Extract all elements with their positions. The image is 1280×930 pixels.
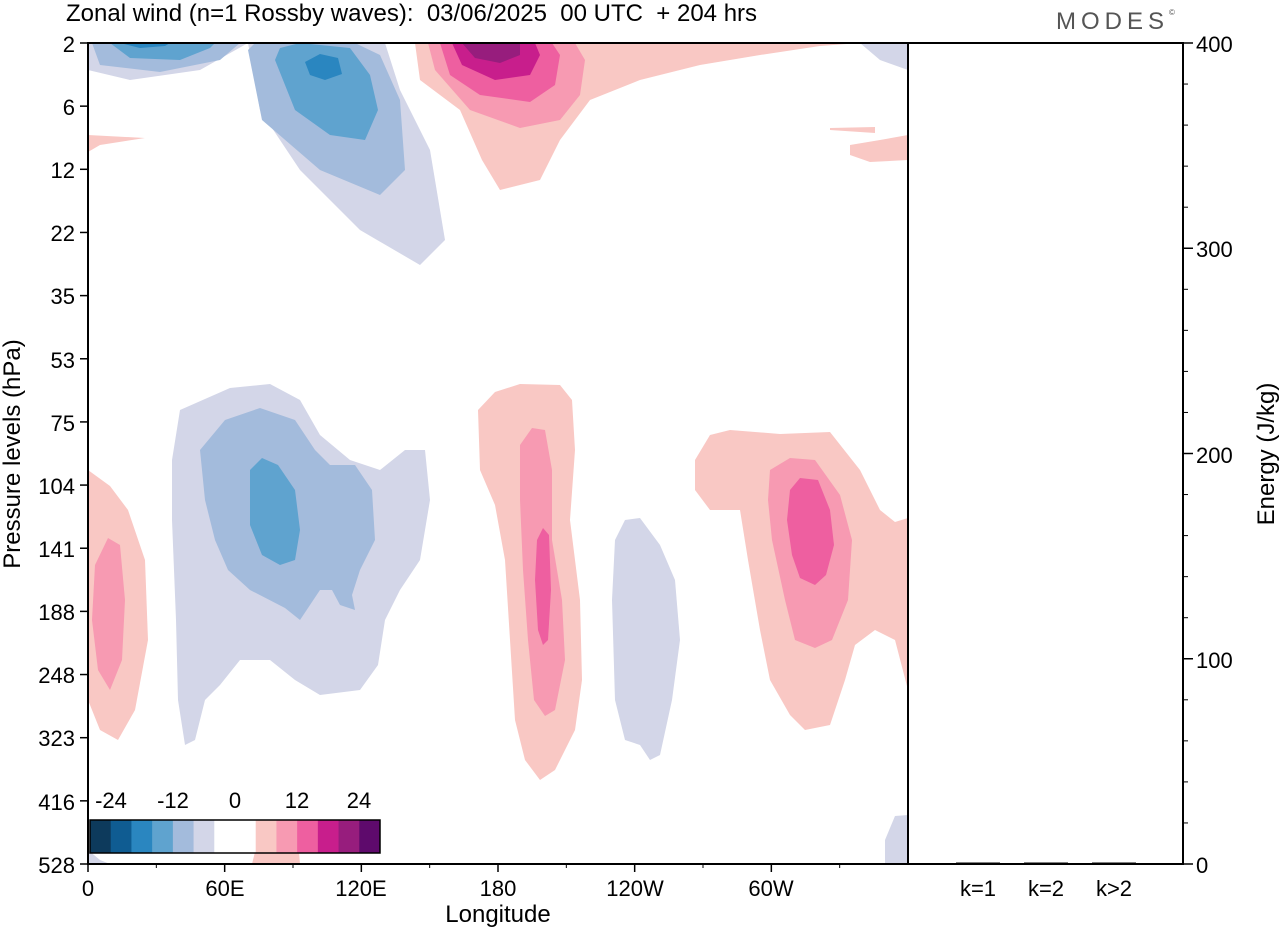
y-tick-label-6: 6 [63, 95, 75, 120]
y-axis-pressure: 2 6 12 22 35 53 75 104 141 188 248 323 4… [0, 32, 75, 878]
energy-tick-label-300: 300 [1196, 237, 1233, 262]
y-tick-label-75: 75 [51, 411, 75, 436]
energy-tick-label-400: 400 [1196, 32, 1233, 57]
y-tick-label-188: 188 [38, 600, 75, 625]
colorbar-swatch-12 [338, 820, 360, 853]
colorbar-swatch-5 [193, 820, 215, 853]
contour-neg-top-right [860, 43, 908, 70]
energy-axis-ticks [1183, 42, 1193, 865]
colorbar-swatch-4 [172, 820, 195, 853]
energy-tick-label-0: 0 [1196, 853, 1208, 878]
energy-bars [956, 862, 1136, 864]
y-tick-label-53: 53 [51, 348, 75, 373]
chart-title: Zonal wind (n=1 Rossby waves): 03/06/202… [66, 0, 758, 27]
energy-category-labels: k=1 k=2 k>2 [960, 876, 1132, 901]
y-axis-energy: 0 100 200 300 400 Energy (J/kg) [1183, 32, 1280, 878]
colorbar-label-neg24: -24 [95, 788, 127, 813]
brand-text: MODES [1056, 8, 1170, 35]
colorbar-swatch-3 [152, 820, 174, 853]
y-axis-title: Pressure levels (hPa) [0, 339, 26, 568]
contour-neg-top-4 [120, 43, 342, 80]
colorbar-label-pos12: 12 [285, 788, 309, 813]
contour-neg-bottom-left [88, 850, 110, 864]
x-tick-label-60e: 60E [205, 876, 244, 901]
contour-neg-bottom-right [885, 815, 908, 864]
y-tick-label-248: 248 [38, 663, 75, 688]
colorbar-swatch-6 [214, 820, 236, 853]
energy-axis-title: Energy (J/kg) [1253, 383, 1280, 526]
modes-logo: MODES© [1056, 8, 1175, 35]
contour-field [88, 43, 908, 864]
contour-neg-top-3 [110, 43, 378, 140]
y-tick-label-22: 22 [51, 221, 75, 246]
colorbar-swatch-9 [276, 820, 298, 853]
contour-neg-mid-3 [250, 458, 300, 565]
y-tick-label-323: 323 [38, 726, 75, 751]
colorbar-label-zero: 0 [229, 788, 241, 813]
contour-pos-top-5 [462, 43, 520, 63]
energy-bar-1 [956, 862, 1000, 864]
x-axis-ticks [80, 42, 841, 872]
energy-tick-label-200: 200 [1196, 443, 1233, 468]
colorbar-swatch-1 [110, 820, 132, 853]
colorbar-swatch-0 [90, 820, 112, 853]
y-tick-label-528: 528 [38, 853, 75, 878]
energy-category-k3: k>2 [1096, 876, 1132, 901]
energy-tick-label-100: 100 [1196, 648, 1233, 673]
y-tick-label-35: 35 [51, 284, 75, 309]
energy-bar-2 [1024, 862, 1068, 864]
y-tick-label-104: 104 [38, 474, 75, 499]
contour-pos-60w-3 [787, 478, 834, 585]
x-axis-longitude: 0 60E 120E 180 120W 60W Longitude [80, 42, 841, 928]
x-tick-label-60w: 60W [748, 876, 793, 901]
colorbar-labels: -24 -12 0 12 24 [95, 788, 371, 813]
x-tick-label-180: 180 [480, 876, 517, 901]
colorbar-swatch-10 [297, 820, 319, 853]
x-tick-label-120w: 120W [606, 876, 664, 901]
energy-category-k2: k=2 [1028, 876, 1064, 901]
colorbar-swatch-11 [317, 820, 340, 853]
energy-category-k1: k=1 [960, 876, 996, 901]
energy-panel-frame [907, 42, 1184, 865]
colorbar-swatch-2 [131, 820, 153, 853]
contour-neg-120w [612, 518, 680, 760]
colorbar-frame [89, 819, 381, 854]
energy-bar-3 [1092, 862, 1136, 864]
x-axis-title: Longitude [445, 901, 550, 928]
colorbar-swatch-8 [255, 820, 277, 853]
colorbar [89, 819, 381, 854]
y-tick-label-141: 141 [38, 537, 75, 562]
colorbar-label-pos24: 24 [347, 788, 371, 813]
contour-pos-small-left [88, 135, 145, 152]
colorbar-label-neg12: -12 [157, 788, 189, 813]
y-tick-label-12: 12 [51, 158, 75, 183]
contour-pos-180-3 [535, 528, 551, 645]
contour-pos-left-2 [92, 538, 125, 690]
y-tick-label-416: 416 [38, 790, 75, 815]
y-tick-label-2: 2 [63, 32, 75, 57]
x-tick-label-0: 0 [82, 876, 94, 901]
colorbar-swatch-7 [235, 820, 257, 853]
x-tick-label-120e: 120E [335, 876, 386, 901]
colorbar-swatch-13 [359, 820, 381, 853]
contour-pos-small-right [830, 127, 908, 162]
